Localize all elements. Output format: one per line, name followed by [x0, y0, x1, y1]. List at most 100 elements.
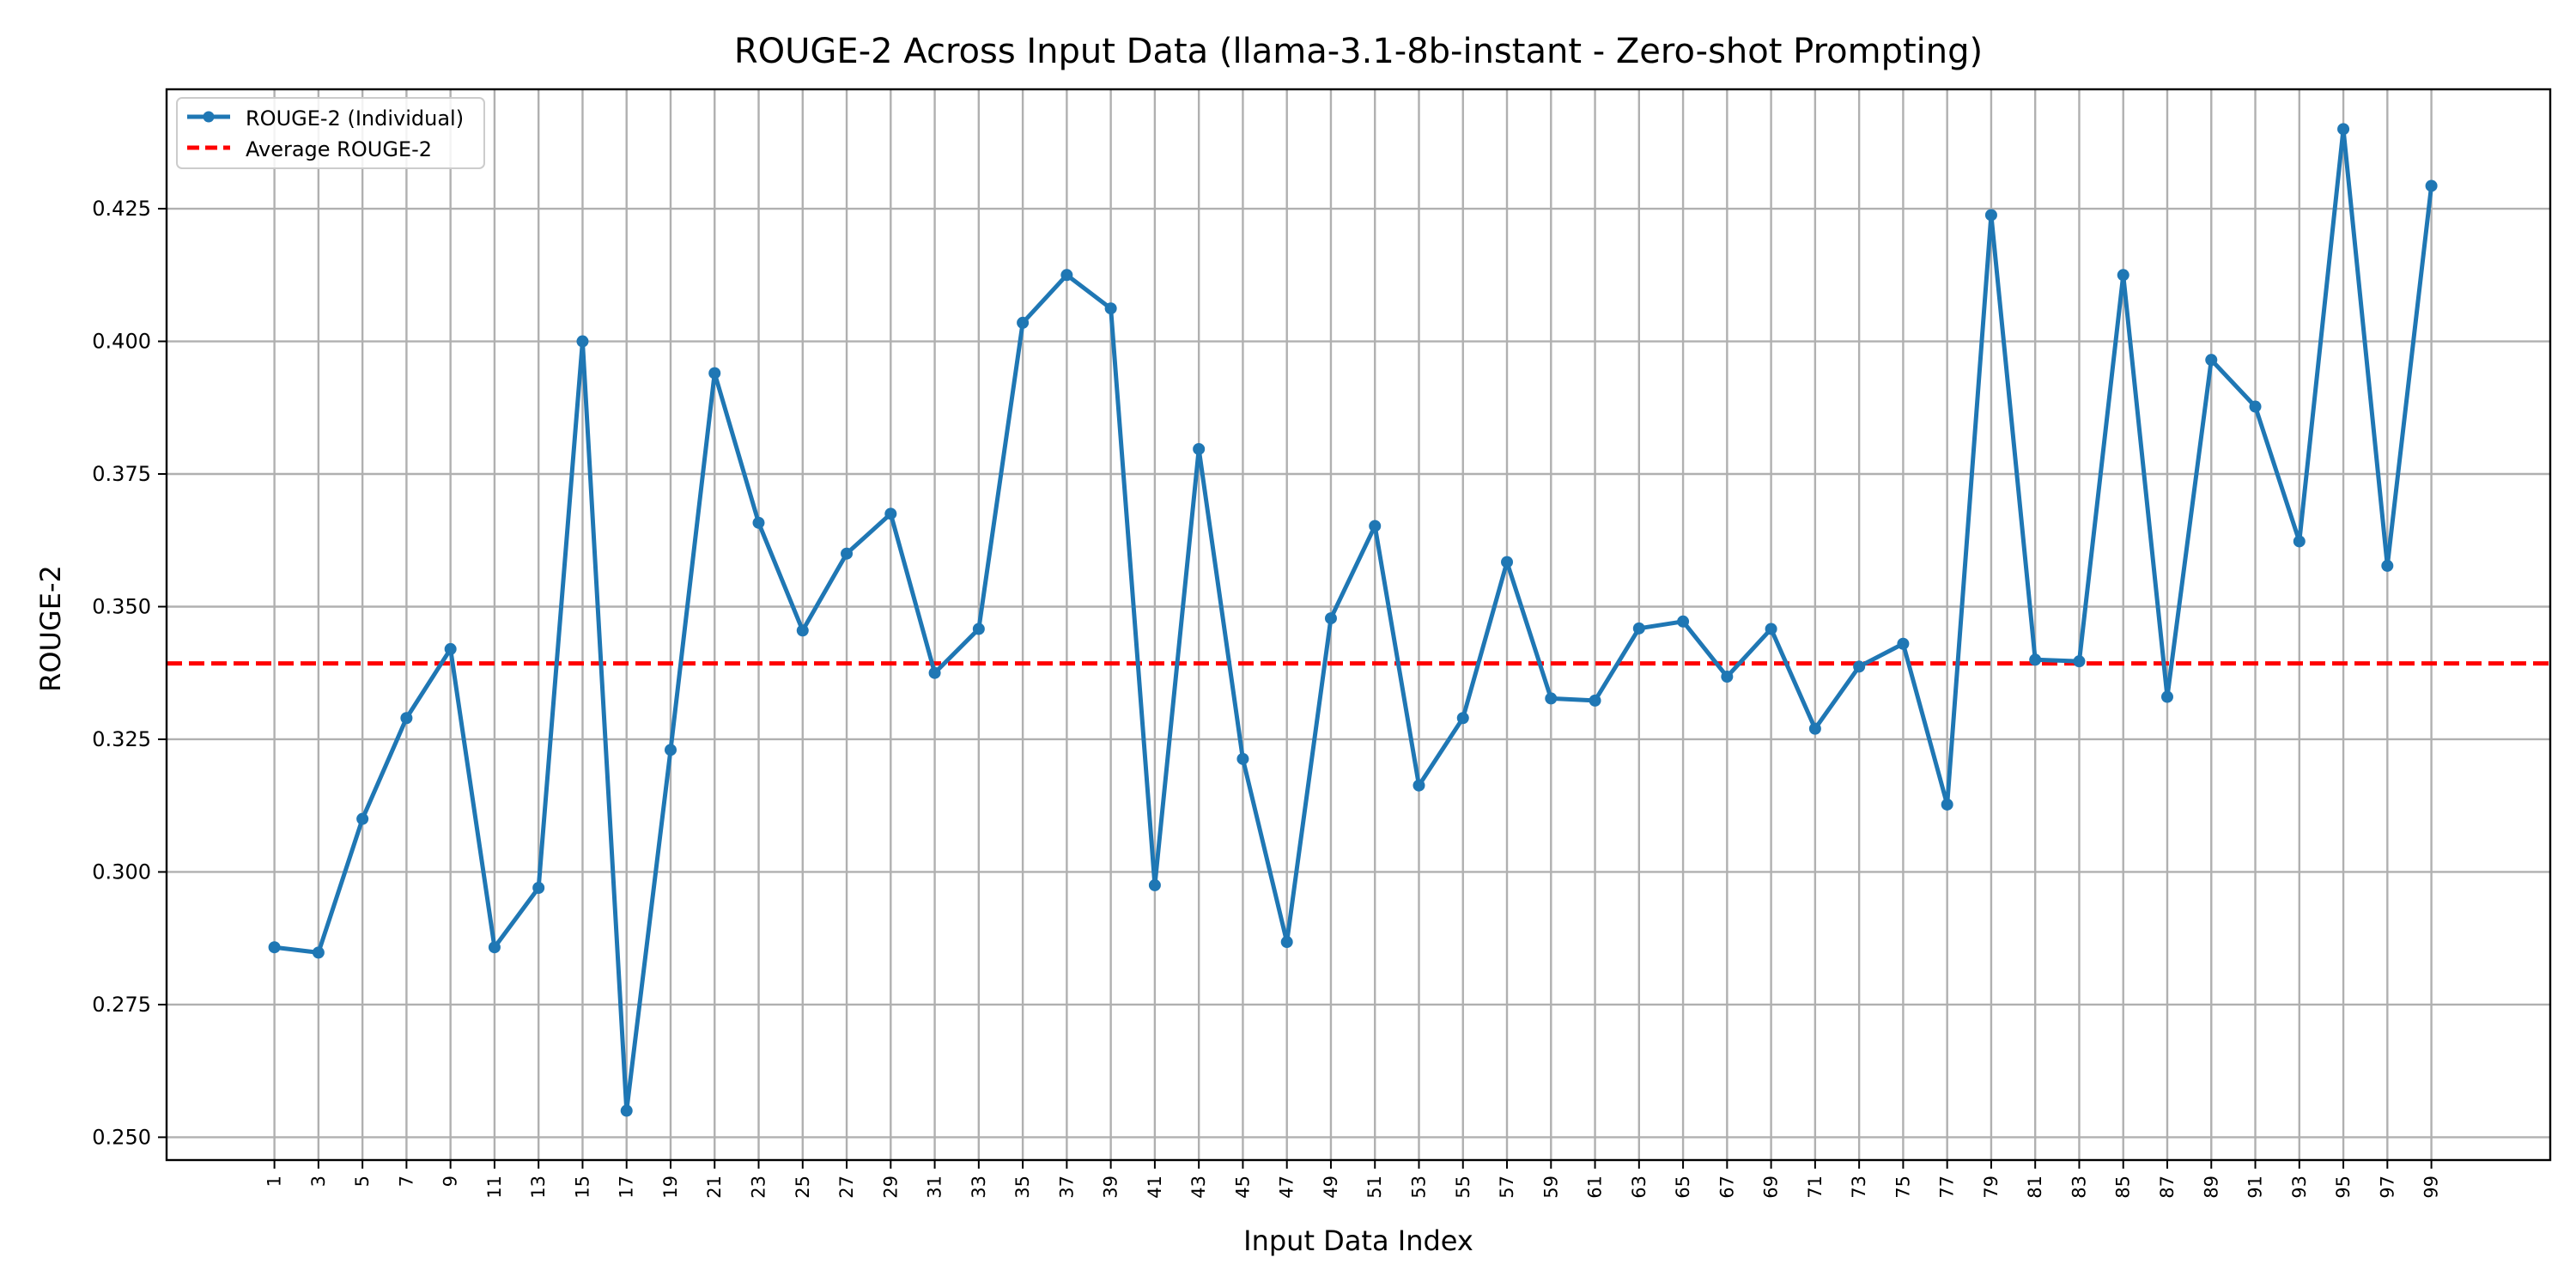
data-point: [268, 941, 281, 954]
data-point: [576, 335, 589, 348]
y-tick-label: 0.250: [92, 1125, 151, 1149]
x-tick-label: 43: [1188, 1176, 1209, 1199]
series-line: [274, 126, 2434, 1114]
x-tick-label: 41: [1145, 1176, 1165, 1199]
data-point: [2160, 690, 2173, 703]
x-tick-label: 25: [793, 1176, 813, 1199]
data-point: [1369, 519, 1382, 532]
x-tick-label: 47: [1277, 1176, 1297, 1199]
data-point: [1501, 556, 1514, 568]
y-axis-label: ROUGE-2: [34, 565, 67, 692]
x-tick-label: 79: [1981, 1176, 2002, 1199]
data-point: [1677, 615, 1690, 628]
x-tick-label: 9: [440, 1176, 461, 1187]
legend-box: [176, 97, 485, 169]
x-tick-label: 33: [969, 1176, 989, 1199]
data-point: [1853, 660, 1866, 673]
y-tick-label: 0.275: [92, 993, 151, 1017]
data-point: [1104, 302, 1117, 315]
data-point: [1545, 692, 1558, 705]
x-tick-label: 55: [1453, 1176, 1473, 1199]
data-point: [312, 946, 325, 959]
x-tick-label: 59: [1540, 1176, 1561, 1199]
x-tick-label: 75: [1893, 1176, 1913, 1199]
data-point: [2117, 269, 2129, 282]
data-point: [532, 881, 545, 894]
data-point: [2293, 535, 2306, 548]
data-point: [356, 812, 369, 825]
data-point: [1060, 269, 1073, 282]
data-point: [841, 547, 854, 560]
data-point: [1148, 878, 1161, 891]
x-tick-label: 19: [660, 1176, 681, 1199]
data-point: [1589, 694, 1601, 707]
x-tick-label: 63: [1629, 1176, 1649, 1199]
x-tick-label: 89: [2201, 1176, 2221, 1199]
data-point: [1236, 752, 1249, 765]
data-point: [1324, 612, 1337, 625]
x-tick-label: 83: [2069, 1176, 2089, 1199]
x-tick-label: 51: [1364, 1176, 1385, 1199]
y-tick-label: 0.325: [92, 727, 151, 751]
data-point: [664, 744, 677, 756]
x-axis-ticks: 1 3 5 7 9 11 13 15 17 19 21 23 25 27 29 31 33 35 37 39 41 43 4…: [264, 1160, 2442, 1199]
y-tick-label: 0.300: [92, 860, 151, 884]
data-point: [928, 666, 941, 679]
chart-title: ROUGE-2 Across Input Data (llama-3.1-8b-…: [734, 32, 1983, 71]
data-point: [2425, 179, 2438, 192]
plot-frame: [165, 88, 2552, 1162]
x-tick-label: 49: [1321, 1176, 1341, 1199]
data-point: [2381, 559, 2394, 572]
x-tick-label: 39: [1101, 1176, 1121, 1199]
x-tick-label: 5: [352, 1176, 373, 1187]
x-tick-label: 37: [1056, 1176, 1077, 1199]
x-tick-label: 61: [1585, 1176, 1606, 1199]
x-tick-label: 21: [704, 1176, 725, 1199]
series-group: [268, 123, 2438, 1117]
legend-label-average: Average ROUGE-2: [246, 137, 432, 161]
legend-label-individual: ROUGE-2 (Individual): [246, 106, 464, 131]
x-tick-label: 13: [528, 1176, 549, 1199]
data-point: [400, 712, 413, 725]
x-tick-label: 91: [2245, 1176, 2266, 1199]
data-point: [1456, 712, 1469, 725]
data-point: [444, 642, 457, 655]
x-tick-label: 67: [1716, 1176, 1737, 1199]
x-tick-label: 29: [880, 1176, 901, 1199]
data-point: [1765, 623, 1777, 635]
x-tick-label: 45: [1232, 1176, 1253, 1199]
x-tick-label: 97: [2377, 1176, 2397, 1199]
data-point: [1941, 798, 1953, 811]
x-tick-label: 93: [2289, 1176, 2310, 1199]
data-point: [1193, 442, 1206, 455]
x-tick-label: 23: [749, 1176, 769, 1199]
data-point: [1984, 209, 1997, 222]
data-point: [1897, 637, 1910, 650]
data-point: [1413, 779, 1425, 792]
x-tick-label: 17: [617, 1176, 637, 1199]
data-point: [972, 623, 985, 635]
x-tick-label: 35: [1012, 1176, 1033, 1199]
y-axis-ticks: 0.250 0.275 0.300 0.325 0.350 0.375 0.400 0.425: [92, 197, 167, 1149]
y-tick-label: 0.425: [92, 197, 151, 221]
data-point: [2337, 123, 2350, 136]
data-point: [2205, 354, 2218, 367]
x-tick-label: 69: [1761, 1176, 1782, 1199]
y-tick-label: 0.350: [92, 594, 151, 618]
data-point: [2249, 400, 2262, 413]
x-tick-label: 1: [264, 1176, 285, 1187]
x-tick-label: 57: [1497, 1176, 1517, 1199]
x-tick-label: 95: [2333, 1176, 2354, 1199]
data-point: [488, 941, 501, 954]
y-tick-label: 0.375: [92, 462, 151, 486]
x-tick-label: 85: [2113, 1176, 2134, 1199]
x-tick-label: 87: [2157, 1176, 2178, 1199]
x-tick-label: 99: [2421, 1176, 2442, 1199]
x-tick-label: 7: [396, 1176, 416, 1187]
data-point: [752, 516, 765, 529]
x-tick-label: 77: [1937, 1176, 1958, 1199]
data-point: [796, 624, 809, 637]
x-tick-label: 3: [308, 1176, 329, 1187]
